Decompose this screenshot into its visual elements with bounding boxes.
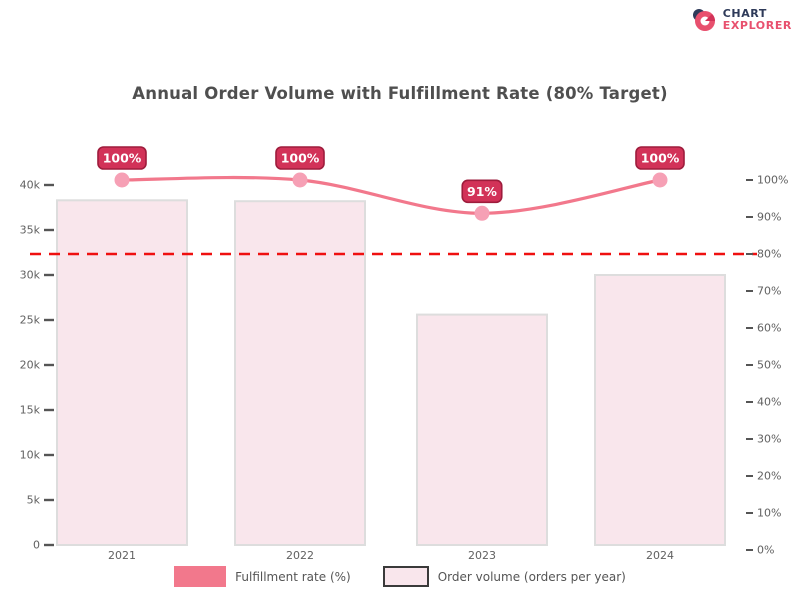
right-axis-tick-label: 100% (757, 174, 788, 187)
right-axis-tick-label: 30% (757, 433, 781, 446)
brand-name-line2: EXPLORER (722, 18, 792, 32)
left-axis-tick-label: 0 (33, 539, 40, 552)
left-axis-tick-label: 35k (20, 224, 41, 237)
left-axis-tick-label: 40k (20, 179, 41, 192)
x-axis-label: 2024 (646, 549, 674, 562)
bar (416, 313, 548, 546)
brand-name-line1: CHART (722, 6, 767, 20)
chart-title: Annual Order Volume with Fulfillment Rat… (132, 84, 668, 103)
left-axis-tick-label: 5k (27, 494, 41, 507)
right-axis-tick-label: 70% (757, 285, 781, 298)
point-label-text: 91% (467, 184, 497, 199)
legend-swatch-bar (382, 566, 429, 587)
point-label-text: 100% (641, 151, 680, 166)
point-label-text: 100% (281, 151, 320, 166)
left-axis-tick-label: 10k (20, 449, 41, 462)
line-marker (114, 172, 130, 188)
line-marker (652, 172, 668, 188)
point-label-box (275, 146, 325, 170)
bar (234, 200, 366, 546)
right-axis-tick-label: 10% (757, 507, 781, 520)
point-label-box (97, 146, 147, 170)
bar (594, 274, 726, 546)
point-label-box (461, 179, 503, 204)
point-label-text: 100% (103, 151, 142, 166)
right-axis-tick-label: 50% (757, 359, 781, 372)
x-axis-label: 2023 (468, 549, 496, 562)
line-marker (474, 205, 490, 221)
line-path (121, 175, 661, 215)
x-axis-label: 2021 (108, 549, 136, 562)
legend: Fulfillment rate (%) Order volume (order… (0, 566, 800, 587)
legend-label-bar: Order volume (orders per year) (437, 569, 626, 584)
bar (56, 199, 188, 547)
right-axis-tick-label: 80% (757, 248, 781, 261)
left-axis-tick-label: 20k (20, 359, 41, 372)
point-label-box (635, 146, 685, 170)
left-axis-tick-label: 15k (20, 404, 41, 417)
legend-label-line: Fulfillment rate (%) (235, 569, 351, 584)
x-axis-label: 2022 (286, 549, 314, 562)
line-marker (292, 172, 308, 188)
left-axis-tick-label: 30k (20, 269, 41, 282)
right-axis-tick-label: 90% (757, 211, 781, 224)
legend-swatch-line (174, 566, 227, 587)
brand-logo-icon (692, 9, 715, 31)
right-axis-tick-label: 20% (757, 470, 781, 483)
right-axis-tick-label: 60% (757, 322, 781, 335)
right-axis-tick-label: 0% (757, 544, 774, 557)
right-axis-tick-label: 40% (757, 396, 781, 409)
left-axis-tick-label: 25k (20, 314, 41, 327)
brand-logo: CHART EXPLORER (691, 6, 792, 33)
